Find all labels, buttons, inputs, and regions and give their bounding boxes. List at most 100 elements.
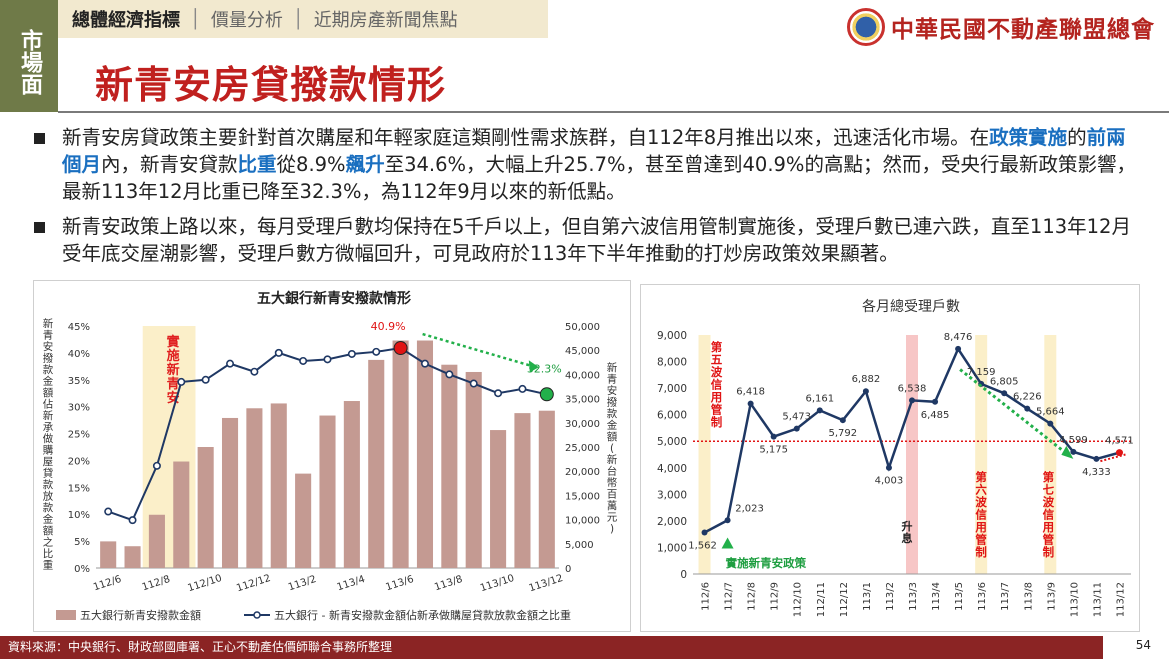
- highlight-text: 比重: [237, 153, 277, 176]
- y-tick-label: 6,000: [657, 410, 687, 422]
- line-point: [1047, 420, 1054, 427]
- bullet-segment: 的: [1067, 126, 1087, 149]
- y-left-axis-label: 款: [43, 478, 54, 491]
- bar: [173, 461, 190, 568]
- y-right-tick-label: 10,000: [565, 516, 600, 527]
- y-left-axis-label: 比: [43, 547, 54, 560]
- y-right-axis-label: 百: [607, 489, 618, 501]
- wave7-label: 管: [1043, 533, 1055, 547]
- bullet-segment: 新青安政策上路以來，每月受理戶數均保持在5千戶以上，但自第六波信用管制實施後，受…: [62, 215, 1131, 265]
- data-label: 8,476: [944, 332, 973, 343]
- bullet-item: 新青安房貸政策主要針對首次購屋和年輕家庭這類剛性需求族群，自112年8月推出以來…: [30, 124, 1145, 205]
- last-point: [1115, 449, 1123, 457]
- wave6-band: [975, 335, 988, 574]
- y-left-axis-label: 款: [43, 501, 54, 514]
- bullet-list: 新青安房貸政策主要針對首次購屋和年輕家庭這類剛性需求族群，自112年8月推出以來…: [30, 124, 1145, 275]
- x-tick-label: 113/7: [1000, 582, 1011, 611]
- seal-icon: [847, 8, 885, 46]
- header-divider: [58, 111, 1169, 113]
- y-left-axis-label: 放: [43, 490, 54, 503]
- line-point: [747, 400, 754, 407]
- nav-item-news[interactable]: 近期房產新聞焦點: [313, 10, 458, 31]
- x-tick-label: 113/3: [908, 582, 919, 611]
- y-right-axis-label: 額: [607, 430, 618, 443]
- y-left-axis-label: 青: [43, 329, 54, 342]
- y-right-tick-label: 20,000: [565, 467, 600, 478]
- y-left-tick-label: 35%: [68, 376, 90, 387]
- wave7-label: 用: [1042, 520, 1055, 534]
- y-left-axis-label: 承: [43, 422, 54, 434]
- y-right-tick-label: 40,000: [565, 370, 600, 381]
- line-point: [932, 398, 939, 405]
- x-tick-label: 113/6: [977, 582, 988, 611]
- wave6-label: 信: [975, 508, 987, 522]
- legend-line-label: 五大銀行 - 新青安撥款金額佔新承做購屋貸款放款金額之比重: [274, 608, 571, 622]
- y-right-tick-label: 45,000: [565, 346, 600, 357]
- y-tick-label: 8,000: [657, 357, 687, 369]
- y-tick-label: 0: [680, 569, 687, 581]
- bullet-text: 新青安房貸政策主要針對首次購屋和年輕家庭這類剛性需求族群，自112年8月推出以來…: [62, 126, 1136, 203]
- line-point: [839, 417, 846, 424]
- data-label: 6,485: [921, 410, 950, 421]
- data-label: 6,161: [805, 393, 834, 404]
- y-left-axis-label: 重: [43, 559, 54, 572]
- data-label: 5,792: [829, 428, 858, 439]
- x-tick-label: 113/10: [479, 573, 516, 594]
- rate-hike-label: 升: [902, 519, 913, 533]
- data-label: 5,175: [759, 445, 788, 456]
- wave5-label: 第: [711, 340, 723, 354]
- nav-item-price[interactable]: 價量分析: [210, 10, 283, 31]
- bar: [295, 473, 312, 568]
- wave6-label: 第: [975, 470, 987, 484]
- data-label: 6,418: [736, 387, 765, 398]
- y-left-tick-label: 10%: [68, 510, 90, 521]
- y-right-axis-label: 元: [607, 512, 618, 524]
- last-marker: [539, 387, 554, 402]
- line-point: [885, 464, 892, 471]
- line-point: [770, 433, 777, 440]
- y-right-tick-label: 15,000: [565, 491, 600, 502]
- x-tick-label: 113/12: [1115, 582, 1126, 617]
- data-label: 6,538: [898, 383, 927, 394]
- y-tick-label: 7,000: [657, 383, 687, 395]
- rebound-arrow: [1100, 453, 1126, 463]
- shade-label: 實: [167, 334, 180, 350]
- highlight-text: 政策實施: [989, 126, 1068, 149]
- x-tick-label: 113/6: [384, 574, 415, 593]
- wave5-label: 制: [711, 415, 723, 429]
- y-right-axis-label: 萬: [607, 499, 618, 512]
- chart-1: 五大銀行新青安撥款情形實施新青安0%5%10%15%20%25%30%35%40…: [43, 290, 618, 622]
- x-tick-label: 113/12: [528, 573, 565, 594]
- line-point: [1001, 390, 1008, 397]
- logo: 中華民國不動產聯盟總會: [847, 6, 1155, 48]
- trend-arrow: [422, 332, 534, 368]
- section-tab: 市場面: [0, 0, 58, 112]
- rate-hike-label: 息: [902, 531, 913, 545]
- y-right-tick-label: 0: [565, 564, 571, 575]
- y-right-tick-label: 5,000: [565, 540, 594, 551]
- y-tick-label: 5,000: [657, 436, 687, 448]
- y-right-axis-label: (: [610, 443, 614, 455]
- y-left-tick-label: 20%: [68, 456, 90, 467]
- x-tick-label: 112/7: [724, 582, 735, 611]
- line-point: [299, 356, 308, 365]
- shade-label: 新: [167, 362, 180, 378]
- x-tick-label: 113/2: [287, 574, 318, 593]
- y-left-axis-label: 購: [43, 444, 54, 457]
- nav-item-macro[interactable]: 總體經濟指標: [72, 10, 180, 31]
- x-tick-label: 112/10: [793, 582, 804, 617]
- policy-marker-icon: [721, 537, 734, 549]
- chart-title: 五大銀行新青安撥款情形: [257, 290, 411, 307]
- line-point: [862, 388, 869, 395]
- data-label: 6,882: [852, 374, 881, 385]
- line-point: [372, 347, 381, 356]
- y-left-axis-label: 金: [43, 513, 54, 526]
- policy-label: 實施新青安政策: [726, 556, 807, 570]
- highlight-text: 飆升: [345, 153, 385, 176]
- y-left-tick-label: 25%: [68, 430, 90, 441]
- wave7-label: 七: [1043, 483, 1055, 497]
- x-tick-label: 113/8: [1023, 582, 1034, 611]
- x-tick-label: 112/9: [770, 582, 781, 611]
- x-tick-label: 113/4: [336, 574, 367, 593]
- x-tick-label: 113/9: [1046, 582, 1057, 611]
